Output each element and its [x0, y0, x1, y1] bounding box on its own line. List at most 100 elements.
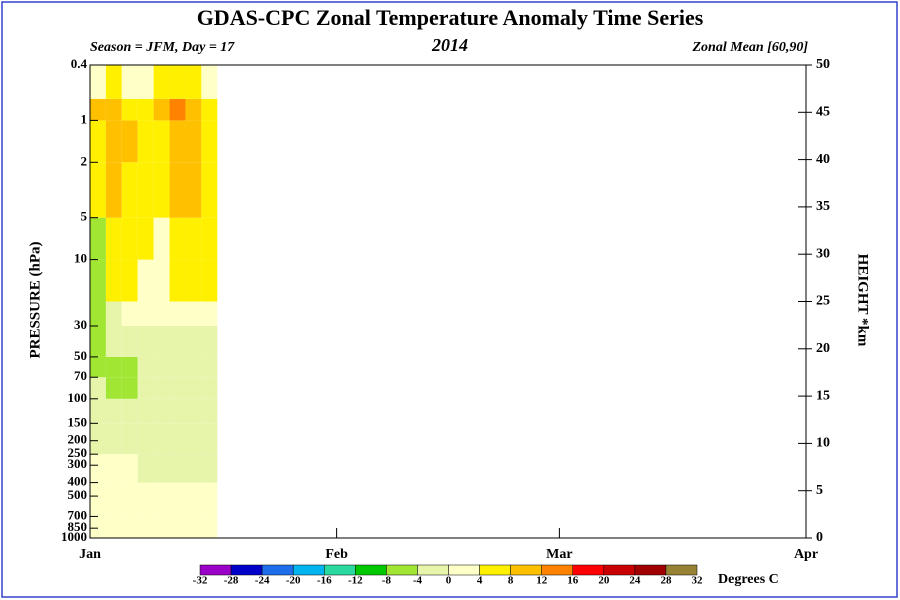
- cell: [137, 120, 154, 163]
- cell: [137, 326, 154, 357]
- cell: [137, 65, 154, 99]
- y-tick-label: 250: [68, 445, 88, 460]
- cell: [153, 326, 170, 357]
- cell: [121, 98, 138, 121]
- y-tick-label: 5: [81, 209, 88, 224]
- cell: [105, 301, 122, 327]
- colorbar-swatch: [448, 564, 480, 576]
- cell: [121, 398, 138, 424]
- colorbar-swatch: [541, 564, 573, 576]
- subtitle-left: Season = JFM, Day = 17: [90, 40, 235, 55]
- cell: [201, 162, 218, 218]
- y2-tick-label: 10: [816, 436, 830, 451]
- cell: [169, 162, 186, 218]
- cell: [185, 398, 202, 424]
- cell: [153, 98, 170, 121]
- cell: [153, 398, 170, 424]
- cell: [153, 217, 170, 260]
- y2-axis-label: HEIGHT *km: [855, 254, 871, 347]
- cell: [121, 217, 138, 260]
- cell: [169, 259, 186, 302]
- cell: [121, 259, 138, 302]
- y-tick-label: 400: [68, 474, 88, 489]
- cell: [185, 326, 202, 357]
- y-tick-label: 200: [68, 432, 88, 447]
- cell: [137, 259, 154, 302]
- cell: [137, 482, 154, 517]
- cell: [105, 259, 122, 302]
- cell: [90, 516, 106, 538]
- cell: [201, 423, 218, 455]
- cell: [185, 98, 202, 121]
- cell: [121, 356, 138, 378]
- colorbar-swatch: [386, 564, 418, 576]
- cell: [201, 377, 218, 399]
- cell: [90, 162, 106, 218]
- cell: [185, 482, 202, 517]
- cell: [137, 98, 154, 121]
- subtitle-center: 2014: [431, 35, 468, 55]
- y2-tick-label: 35: [816, 199, 830, 214]
- cell: [153, 65, 170, 99]
- colorbar-swatch: [417, 564, 449, 576]
- cell: [90, 98, 106, 121]
- colorbar-tick-label: 32: [692, 575, 704, 587]
- cell: [137, 423, 154, 455]
- colorbar-swatch: [603, 564, 636, 576]
- cell: [105, 398, 122, 424]
- cell: [121, 301, 138, 327]
- colorbar-tick-label: 28: [660, 575, 672, 587]
- cell: [169, 398, 186, 424]
- colorbar-swatch: [230, 564, 263, 576]
- y-tick-label: 30: [74, 317, 87, 332]
- colorbar-swatch: [665, 564, 698, 576]
- colorbar-tick-label: -28: [224, 575, 239, 587]
- cell: [185, 217, 202, 260]
- cell: [90, 398, 106, 424]
- cell: [137, 217, 154, 260]
- y-tick-label: 100: [68, 390, 88, 405]
- colorbar-tick-label: -20: [286, 575, 301, 587]
- cell: [121, 377, 138, 399]
- cell: [137, 356, 154, 378]
- cell: [90, 423, 106, 455]
- cell: [105, 516, 122, 538]
- colorbar-swatch: [292, 564, 325, 576]
- cell: [201, 259, 218, 302]
- cell: [185, 301, 202, 327]
- cell: [90, 217, 106, 260]
- cell: [185, 423, 202, 455]
- cell: [153, 482, 170, 517]
- colorbar-swatch: [634, 564, 667, 576]
- y2-tick-label: 0: [816, 530, 823, 545]
- cell: [90, 377, 106, 399]
- cell: [169, 423, 186, 455]
- cell: [105, 423, 122, 455]
- cell: [121, 65, 138, 99]
- cell: [185, 516, 202, 538]
- cell: [137, 398, 154, 424]
- cell: [169, 98, 186, 121]
- cell: [169, 516, 186, 538]
- colorbar-swatch: [261, 564, 294, 576]
- cell: [185, 454, 202, 483]
- cell: [153, 356, 170, 378]
- cell: [90, 356, 106, 378]
- cell: [201, 516, 218, 538]
- cell: [90, 301, 106, 327]
- cell: [105, 120, 122, 163]
- colorbar-tick-label: 24: [629, 575, 641, 587]
- colorbar-tick-label: -16: [317, 575, 332, 587]
- cell: [90, 65, 106, 99]
- cell: [201, 482, 218, 517]
- colorbar-tick-label: -4: [413, 575, 423, 587]
- cell: [105, 482, 122, 517]
- cell: [121, 423, 138, 455]
- y-tick-label: 700: [68, 507, 88, 522]
- colorbar-swatch: [355, 564, 387, 576]
- x-tick-label: Mar: [546, 547, 572, 562]
- cell: [153, 516, 170, 538]
- cell: [201, 98, 218, 121]
- y2-tick-label: 20: [816, 341, 830, 356]
